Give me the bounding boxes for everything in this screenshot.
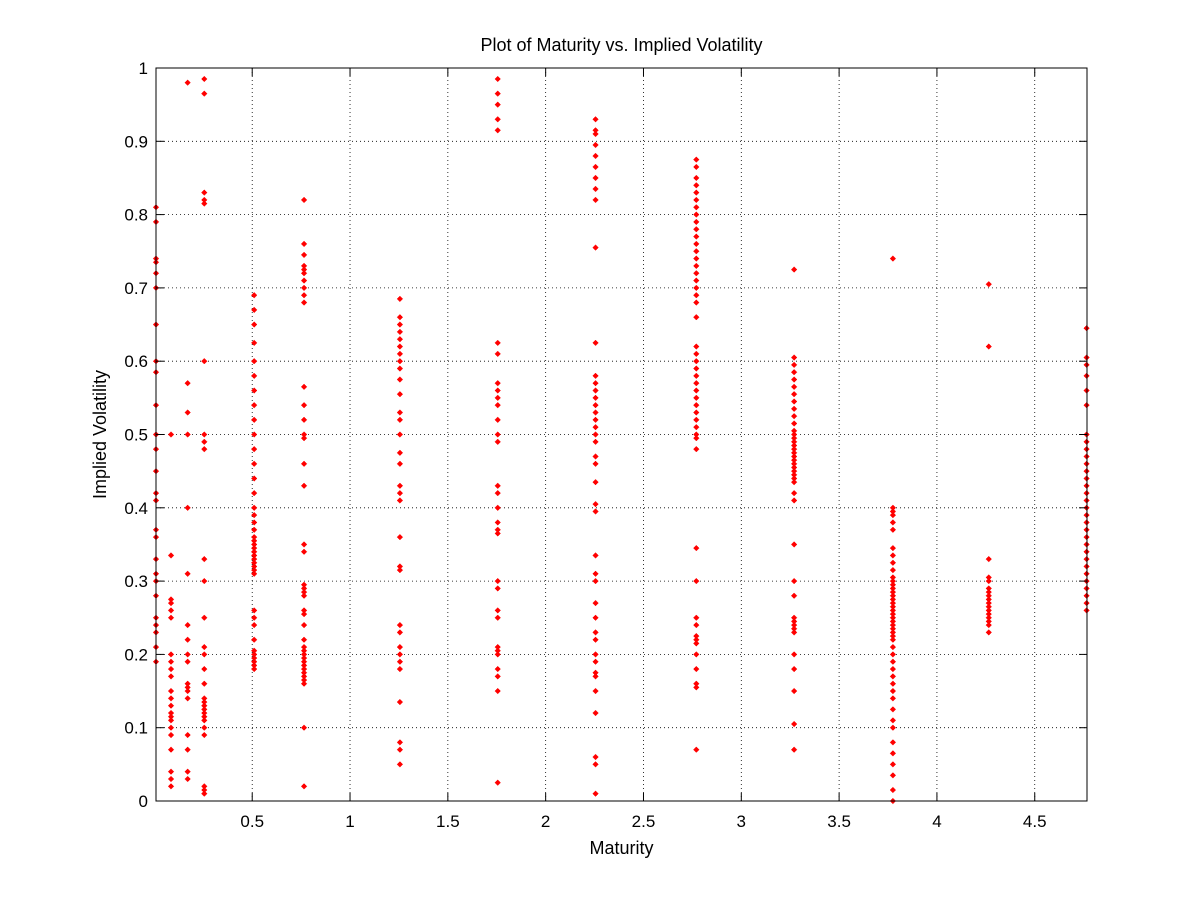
y-tick-label: 0.4 [124, 499, 148, 518]
x-tick-label: 3.5 [827, 812, 851, 831]
y-tick-label: 0.2 [124, 645, 148, 664]
x-tick-label: 4 [932, 812, 941, 831]
y-axis-label: Implied Volatility [90, 370, 110, 499]
y-tick-label: 0.7 [124, 279, 148, 298]
y-tick-label: 0.5 [124, 426, 148, 445]
x-tick-label: 0.5 [240, 812, 264, 831]
x-tick-label: 1.5 [436, 812, 460, 831]
y-tick-label: 0.1 [124, 719, 148, 738]
y-tick-label: 0.6 [124, 352, 148, 371]
plot-area [156, 68, 1087, 801]
x-axis-label: Maturity [589, 838, 653, 858]
x-tick-label: 2.5 [632, 812, 656, 831]
x-tick-label: 3 [737, 812, 746, 831]
y-tick-label: 1 [139, 59, 148, 78]
x-tick-label: 2 [541, 812, 550, 831]
y-tick-label: 0 [139, 792, 148, 811]
y-tick-label: 0.9 [124, 132, 148, 151]
y-tick-label: 0.3 [124, 572, 148, 591]
x-tick-label: 4.5 [1023, 812, 1047, 831]
chart-title: Plot of Maturity vs. Implied Volatility [480, 35, 762, 55]
y-tick-label: 0.8 [124, 206, 148, 225]
x-tick-label: 1 [345, 812, 354, 831]
